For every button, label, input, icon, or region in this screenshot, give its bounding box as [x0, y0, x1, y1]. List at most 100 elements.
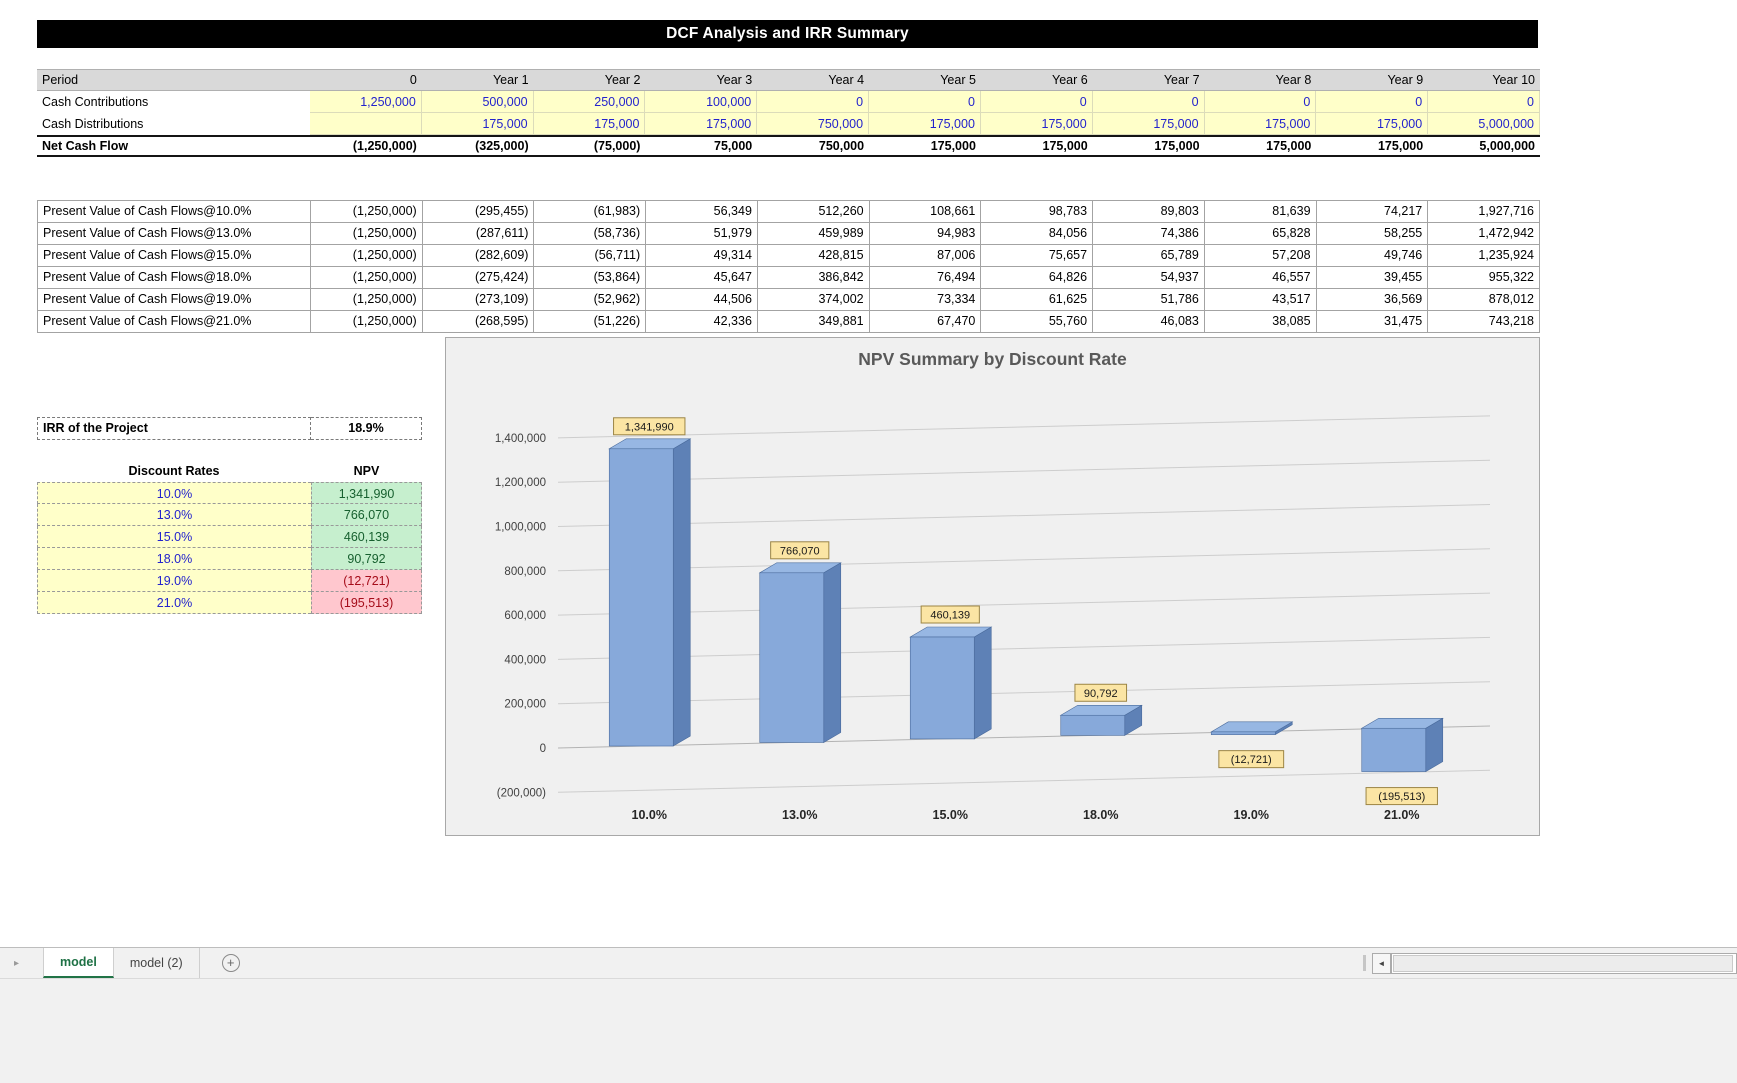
- pv-cell[interactable]: 94,983: [869, 223, 982, 245]
- npv-value-cell[interactable]: (195,513): [311, 592, 422, 614]
- pv-cell[interactable]: 64,826: [981, 267, 1094, 289]
- cashflow-cell[interactable]: (325,000): [421, 135, 534, 157]
- pv-row-label[interactable]: Present Value of Cash Flows@21.0%: [38, 311, 311, 333]
- cashflow-cell[interactable]: 0: [1428, 91, 1540, 113]
- pv-cell[interactable]: (1,250,000): [311, 223, 423, 245]
- pv-cell[interactable]: 46,557: [1204, 267, 1317, 289]
- pv-row-label[interactable]: Present Value of Cash Flows@19.0%: [38, 289, 311, 311]
- pv-cell[interactable]: 44,506: [646, 289, 758, 311]
- cashflow-cell[interactable]: (1,250,000): [310, 135, 422, 157]
- pv-cell[interactable]: 73,334: [869, 289, 982, 311]
- irr-value[interactable]: 18.9%: [311, 417, 422, 440]
- cashflow-cell[interactable]: 0: [1204, 91, 1317, 113]
- pv-cell[interactable]: 57,208: [1204, 245, 1317, 267]
- pv-cell[interactable]: (287,611): [422, 223, 535, 245]
- period-header-cell[interactable]: Year 2: [533, 69, 646, 91]
- cashflow-cell[interactable]: 175,000: [1316, 113, 1429, 135]
- pv-cell[interactable]: 67,470: [869, 311, 982, 333]
- cashflow-cell[interactable]: 175,000: [533, 113, 646, 135]
- cashflow-cell[interactable]: (75,000): [533, 135, 646, 157]
- pv-cell[interactable]: (1,250,000): [311, 289, 423, 311]
- discount-rate-cell[interactable]: 21.0%: [37, 592, 311, 614]
- cashflow-cell[interactable]: 175,000: [1316, 135, 1429, 157]
- pv-cell[interactable]: (1,250,000): [311, 201, 423, 223]
- scrollbar-splitter[interactable]: [1363, 955, 1366, 971]
- discount-rate-cell[interactable]: 15.0%: [37, 526, 311, 548]
- pv-row-label[interactable]: Present Value of Cash Flows@18.0%: [38, 267, 311, 289]
- pv-cell[interactable]: 76,494: [869, 267, 982, 289]
- pv-cell[interactable]: 39,455: [1316, 267, 1429, 289]
- pv-cell[interactable]: (58,736): [534, 223, 647, 245]
- pv-cell[interactable]: 84,056: [981, 223, 1094, 245]
- pv-cell[interactable]: 374,002: [757, 289, 870, 311]
- pv-cell[interactable]: (273,109): [422, 289, 535, 311]
- irr-label[interactable]: IRR of the Project: [37, 417, 311, 440]
- pv-cell[interactable]: 46,083: [1093, 311, 1205, 333]
- pv-cell[interactable]: 74,217: [1316, 201, 1429, 223]
- pv-cell[interactable]: (61,983): [534, 201, 647, 223]
- npv-value-cell[interactable]: 1,341,990: [311, 482, 422, 504]
- period-header-cell[interactable]: Year 4: [757, 69, 870, 91]
- cashflow-cell[interactable]: 750,000: [757, 135, 870, 157]
- pv-cell[interactable]: 45,647: [646, 267, 758, 289]
- npv-value-cell[interactable]: 460,139: [311, 526, 422, 548]
- pv-row-label[interactable]: Present Value of Cash Flows@15.0%: [38, 245, 311, 267]
- pv-cell[interactable]: (295,455): [422, 201, 535, 223]
- cashflow-cell[interactable]: 0: [980, 91, 1093, 113]
- pv-cell[interactable]: 1,235,924: [1428, 245, 1540, 267]
- pv-cell[interactable]: (56,711): [534, 245, 647, 267]
- npv-value-cell[interactable]: (12,721): [311, 570, 422, 592]
- pv-cell[interactable]: (1,250,000): [311, 267, 423, 289]
- pv-cell[interactable]: (51,226): [534, 311, 647, 333]
- pv-cell[interactable]: (275,424): [422, 267, 535, 289]
- discount-rate-cell[interactable]: 19.0%: [37, 570, 311, 592]
- horizontal-scrollbar[interactable]: [1391, 952, 1737, 974]
- cashflow-cell[interactable]: 250,000: [533, 91, 646, 113]
- cashflow-cell[interactable]: 175,000: [1092, 135, 1205, 157]
- pv-cell[interactable]: 1,927,716: [1428, 201, 1540, 223]
- pv-cell[interactable]: 55,760: [981, 311, 1094, 333]
- pv-cell[interactable]: 54,937: [1093, 267, 1205, 289]
- period-header-cell[interactable]: Year 8: [1204, 69, 1317, 91]
- pv-cell[interactable]: 51,786: [1093, 289, 1205, 311]
- row-label[interactable]: Cash Distributions: [42, 117, 144, 131]
- scrollbar-thumb[interactable]: [1393, 954, 1733, 972]
- pv-cell[interactable]: 43,517: [1204, 289, 1317, 311]
- npv-chart[interactable]: (200,000) 0 200,000 400,000 600,000 800,000 1,…: [445, 337, 1540, 836]
- pv-cell[interactable]: 428,815: [757, 245, 870, 267]
- pv-cell[interactable]: 386,842: [757, 267, 870, 289]
- period-header-cell[interactable]: Year 3: [645, 69, 758, 91]
- cashflow-cell[interactable]: [310, 113, 422, 135]
- add-sheet-button[interactable]: +: [221, 954, 240, 972]
- cashflow-cell[interactable]: 175,000: [1204, 113, 1317, 135]
- pv-cell[interactable]: 49,746: [1316, 245, 1429, 267]
- cashflow-cell[interactable]: 0: [1092, 91, 1205, 113]
- cashflow-cell[interactable]: 1,250,000: [310, 91, 422, 113]
- npv-value-cell[interactable]: 766,070: [311, 504, 422, 526]
- sheet-tab-model-2[interactable]: model (2): [114, 948, 200, 978]
- period-header-cell[interactable]: Year 10: [1428, 69, 1540, 91]
- period-header-cell[interactable]: Year 7: [1092, 69, 1205, 91]
- period-header-cell[interactable]: Year 1: [421, 69, 534, 91]
- pv-cell[interactable]: 878,012: [1428, 289, 1540, 311]
- period-header-cell[interactable]: Year 6: [980, 69, 1093, 91]
- period-header-cell[interactable]: Year 5: [869, 69, 981, 91]
- pv-cell[interactable]: 36,569: [1316, 289, 1429, 311]
- pv-cell[interactable]: 108,661: [869, 201, 982, 223]
- pv-cell[interactable]: (268,595): [422, 311, 535, 333]
- pv-cell[interactable]: 51,979: [646, 223, 758, 245]
- pv-cell[interactable]: (282,609): [422, 245, 535, 267]
- cashflow-cell[interactable]: 750,000: [757, 113, 870, 135]
- cashflow-cell[interactable]: 175,000: [1204, 135, 1317, 157]
- cashflow-cell[interactable]: 75,000: [645, 135, 758, 157]
- pv-row-label[interactable]: Present Value of Cash Flows@13.0%: [38, 223, 311, 245]
- npv-value-cell[interactable]: 90,792: [311, 548, 422, 570]
- pv-cell[interactable]: 38,085: [1204, 311, 1317, 333]
- pv-cell[interactable]: 58,255: [1316, 223, 1429, 245]
- pv-cell[interactable]: 49,314: [646, 245, 758, 267]
- cashflow-cell[interactable]: 175,000: [980, 135, 1093, 157]
- pv-cell[interactable]: 65,828: [1204, 223, 1317, 245]
- pv-cell[interactable]: 743,218: [1428, 311, 1540, 333]
- pv-cell[interactable]: 74,386: [1093, 223, 1205, 245]
- row-label[interactable]: Net Cash Flow: [37, 135, 310, 157]
